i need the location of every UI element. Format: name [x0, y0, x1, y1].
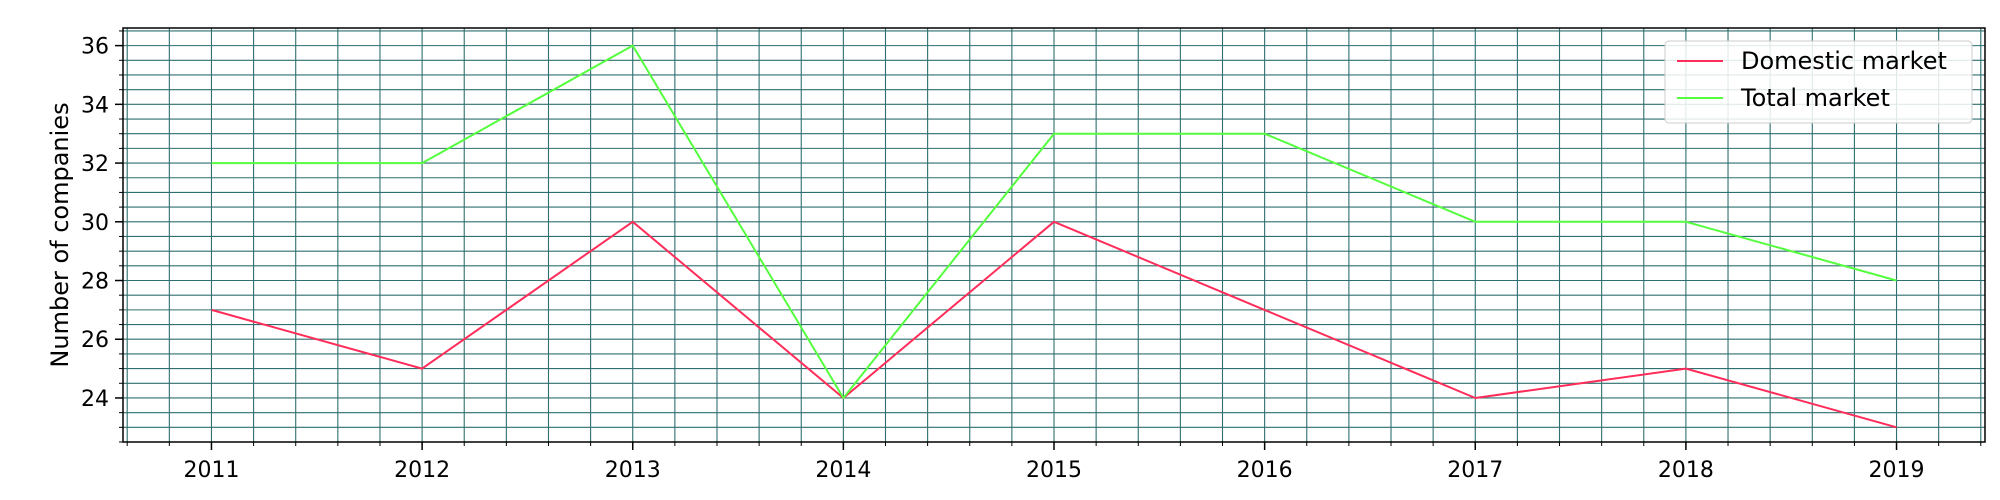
y-tick-label: 36 [81, 35, 109, 60]
x-tick-label: 2015 [1026, 458, 1082, 483]
y-tick-label: 24 [81, 387, 109, 412]
legend-label: Total market [1740, 84, 1890, 112]
series-line-1 [211, 44, 1897, 399]
legend-label: Domestic market [1741, 47, 1947, 75]
x-tick-label: 2013 [605, 458, 661, 483]
series-lines [211, 44, 1897, 429]
y-tick-label: 28 [81, 270, 109, 295]
legend-box [1664, 40, 1973, 124]
y-tick-label: 30 [81, 211, 109, 236]
y-tick-label: 32 [81, 152, 109, 177]
x-tick-label: 2012 [394, 458, 450, 483]
y-tick-label: 34 [81, 93, 109, 118]
x-tick-label: 2018 [1658, 458, 1714, 483]
legend-items: Domestic market Total market [1677, 47, 1947, 112]
y-axis-label: Number of companies [46, 102, 74, 367]
y-tick-label: 26 [81, 328, 109, 353]
legend: Domestic market Total market [1664, 40, 1973, 124]
x-tick-label: 2014 [815, 458, 871, 483]
series-line-0 [211, 220, 1897, 429]
axis-ticks: 24 26 28 30 32 34 36 2011 2012 2013 2014 2015 2016 20… [81, 30, 1982, 483]
x-tick-label: 2016 [1237, 458, 1293, 483]
x-tick-label: 2011 [183, 458, 239, 483]
x-tick-label: 2017 [1447, 458, 1503, 483]
x-tick-label: 2019 [1869, 458, 1925, 483]
